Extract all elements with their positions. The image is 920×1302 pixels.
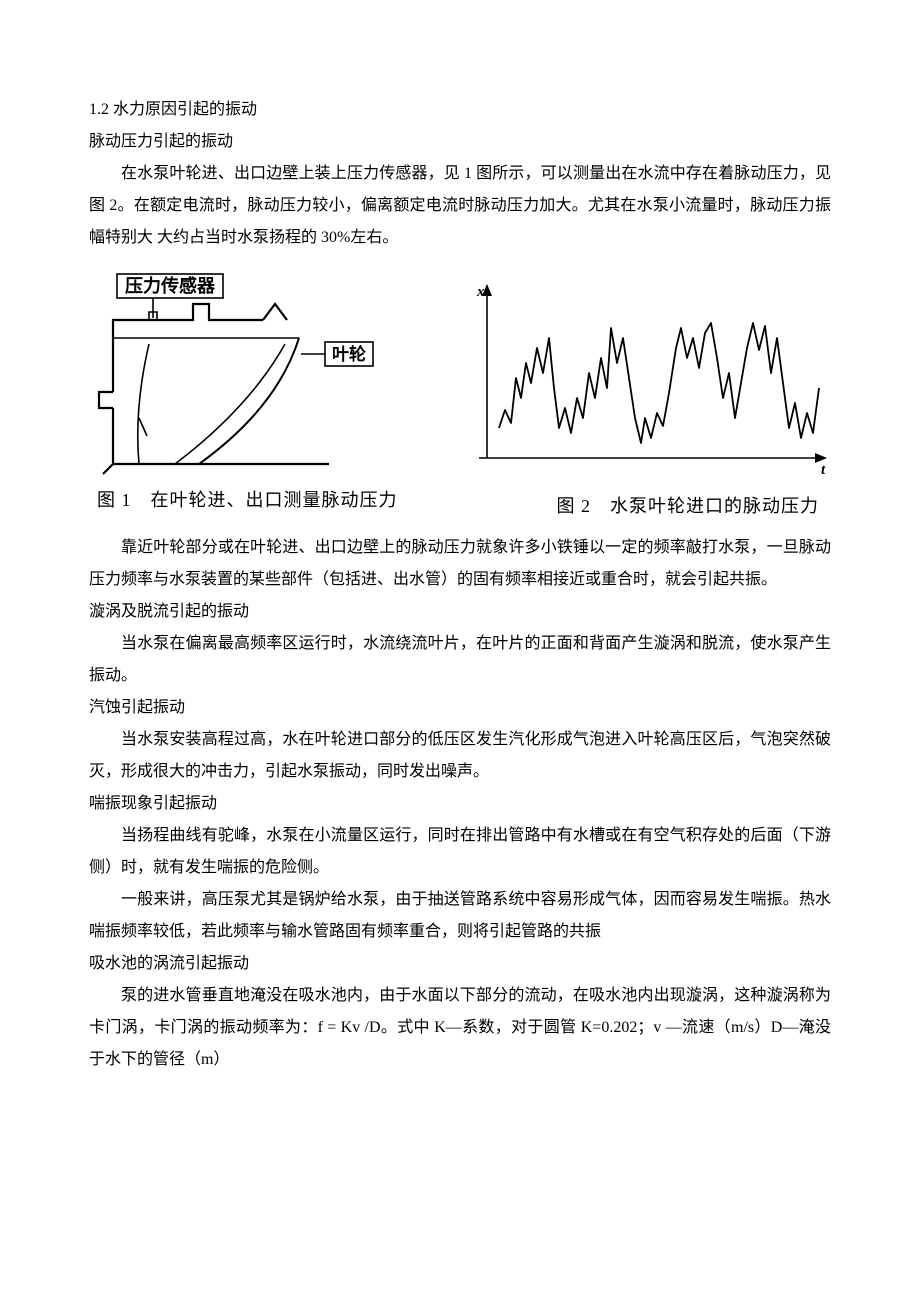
figure-1-caption: 图 1 在叶轮进、出口测量脉动压力 [97, 482, 398, 524]
captions-row: 图 1 在叶轮进、出口测量脉动压力 图 2 水泵叶轮进口的脉动压力 [89, 482, 831, 524]
figures-row: 压力传感器 叶轮 [89, 268, 831, 478]
subsection-5-title: 吸水池的涡流引起振动 [89, 948, 831, 980]
sub5-paragraph-1: 泵的进水管垂直地淹没在吸水池内，由于水面以下部分的流动，在吸水池内出现漩涡，这种… [89, 980, 831, 1076]
sub1-paragraph-1: 在水泵叶轮进、出口边壁上装上压力传感器，见 1 图所示，可以测量出在水流中存在着… [89, 158, 831, 254]
subsection-4-title: 喘振现象引起振动 [89, 788, 831, 820]
fig1-sensor-label: 压力传感器 [125, 275, 216, 296]
fig2-x-label: t [821, 462, 826, 478]
figure-2-svg: x t [431, 278, 831, 478]
sub4-paragraph-1: 当扬程曲线有驼峰，水泵在小流量区运行，同时在排出管路中有水槽或在有空气积存处的后… [89, 820, 831, 884]
section-number: 1.2 [89, 101, 109, 118]
subsection-3-title: 汽蚀引起振动 [89, 692, 831, 724]
figure-1: 压力传感器 叶轮 [89, 268, 409, 478]
figure-2: x t [431, 278, 831, 478]
section-title: 水力原因引起的振动 [113, 101, 257, 118]
fig1-impeller-label: 叶轮 [332, 344, 366, 364]
figure-1-svg: 压力传感器 叶轮 [89, 268, 409, 478]
sub2-paragraph-1: 当水泵在偏离最高频率区运行时，水流绕流叶片，在叶片的正面和背面产生漩涡和脱流，使… [89, 628, 831, 692]
sub1-paragraph-2: 靠近叶轮部分或在叶轮进、出口边壁上的脉动压力就象许多小铁锤以一定的频率敲打水泵，… [89, 532, 831, 596]
sub3-paragraph-1: 当水泵安装高程过高，水在叶轮进口部分的低压区发生汽化形成气泡进入叶轮高压区后，气… [89, 724, 831, 788]
sub4-paragraph-2: 一般来讲，高压泵尤其是锅炉给水泵，由于抽送管路系统中容易形成气体，因而容易发生喘… [89, 884, 831, 948]
figure-2-caption: 图 2 水泵叶轮进口的脉动压力 [557, 488, 820, 524]
section-heading: 1.2 水力原因引起的振动 [89, 94, 831, 126]
fig2-y-label: x [476, 284, 485, 300]
subsection-2-title: 漩涡及脱流引起的振动 [89, 596, 831, 628]
fig2-signal-line [499, 323, 819, 443]
subsection-1-title: 脉动压力引起的振动 [89, 126, 831, 158]
